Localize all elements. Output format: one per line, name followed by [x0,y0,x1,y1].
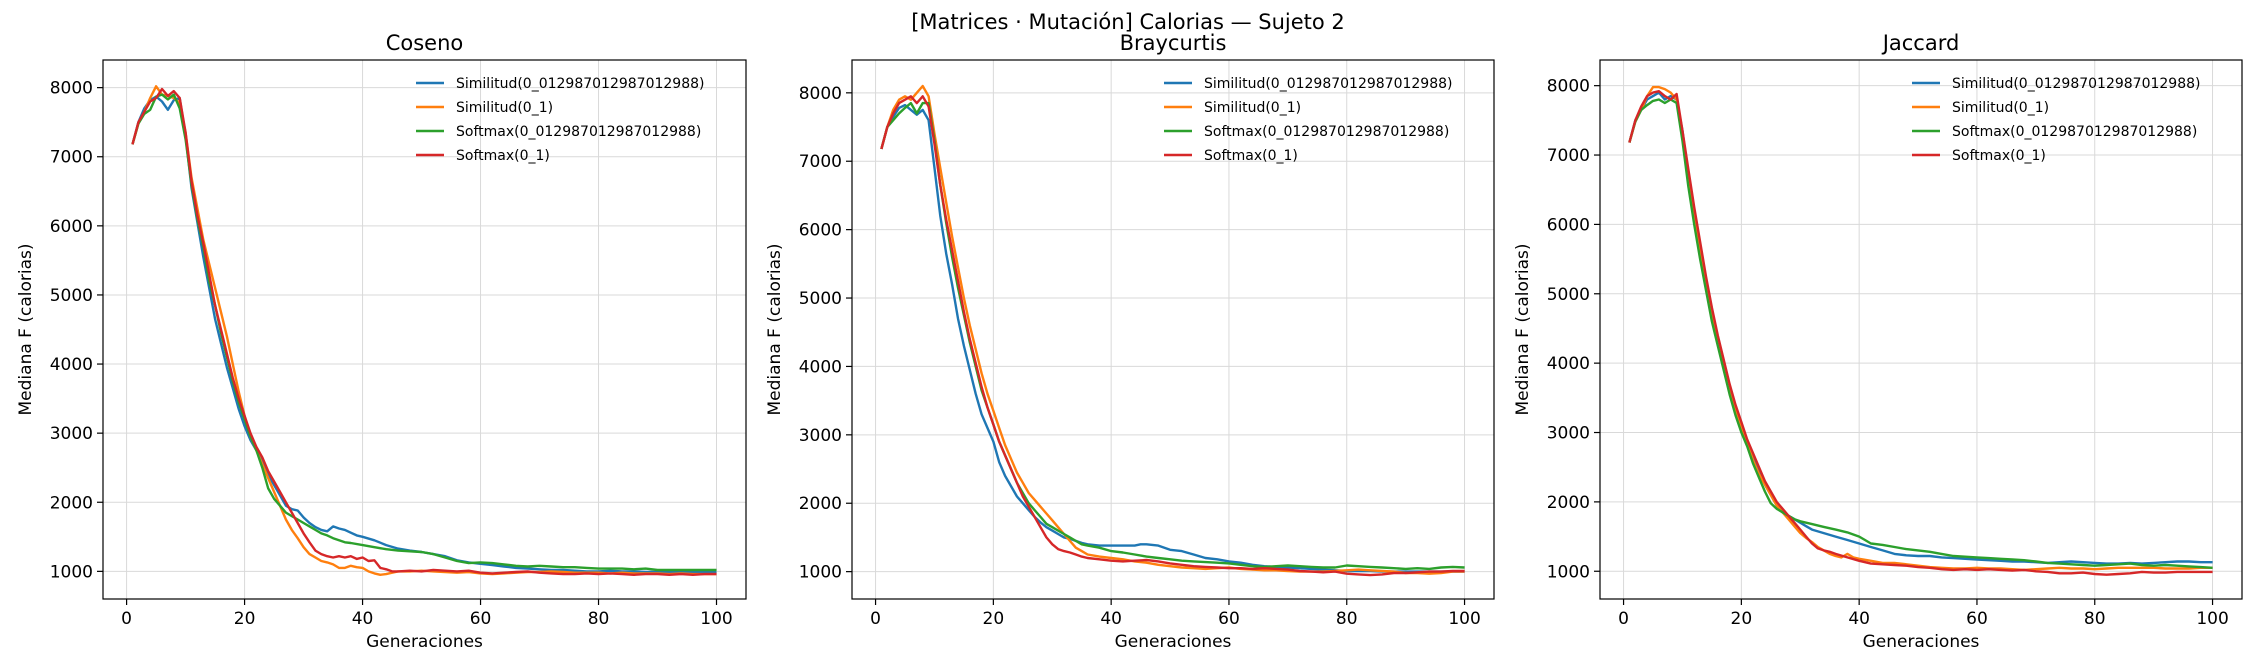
x-tick-label: 40 [1100,609,1122,629]
legend-label: Similitud(0_012987012987012988) [1952,76,2201,92]
y-tick-label: 4000 [1547,354,1590,374]
y-tick-label: 3000 [1547,424,1590,444]
y-tick-label: 2000 [50,493,93,513]
y-tick-label: 5000 [1547,285,1590,305]
x-tick-label: 0 [870,609,881,629]
plot-frame [1599,59,2243,600]
plot-frame [102,59,747,600]
x-tick-label: 60 [1218,609,1240,629]
x-tick-label: 20 [234,609,256,629]
figure-suptitle: [Matrices · Mutación] Calorias — Sujeto … [911,10,1345,34]
series-line-4 [1628,90,2213,576]
x-axis-label: Generaciones [1115,632,1232,652]
series-line-1 [131,95,717,574]
y-tick-label: 8000 [1547,77,1590,97]
legend-label: Similitud(0_012987012987012988) [1204,76,1453,92]
legend-label: Softmax(0_1) [456,148,550,164]
y-tick-label: 1000 [50,562,93,582]
y-tick-label: 3000 [50,424,93,444]
chart-panel-1: 0 20 40 60 80 100 1000 2000 3000 4000 5000 6000 7000… [16,31,747,652]
legend-label: Similitud(0_012987012987012988) [456,76,705,92]
x-tick-label: 20 [1731,609,1753,629]
x-tick-label: 0 [121,609,132,629]
x-tick-label: 100 [1448,609,1480,629]
legend-label: Similitud(0_1) [1204,100,1301,116]
y-tick-label: 8000 [50,79,93,99]
series-line-4 [880,95,1465,577]
y-tick-label: 7000 [1547,146,1590,166]
y-tick-label: 1000 [799,563,842,583]
x-axis-label: Generaciones [1863,632,1980,652]
x-tick-label: 80 [1336,609,1358,629]
legend-label: Similitud(0_1) [456,100,553,116]
y-tick-label: 2000 [1547,493,1590,513]
x-tick-label: 40 [352,609,374,629]
legend-label: Similitud(0_1) [1952,100,2049,116]
y-tick-label: 2000 [799,494,842,514]
legend-label: Softmax(0_012987012987012988) [456,124,701,140]
y-tick-label: 6000 [50,217,93,237]
plot-frame [851,59,1495,600]
y-tick-label: 5000 [50,286,93,306]
x-tick-label: 100 [2196,609,2228,629]
y-axis-label: Mediana F (calorias) [1513,244,1533,416]
x-tick-label: 40 [1848,609,1870,629]
chart-title: Braycurtis [1120,31,1227,55]
chart-panel-2: 0 20 40 60 80 100 1000 2000 3000 4000 5000 6000 7000… [765,31,1495,652]
y-tick-label: 7000 [50,148,93,168]
x-tick-label: 80 [588,609,610,629]
y-axis-label: Mediana F (calorias) [16,244,36,416]
x-tick-label: 0 [1618,609,1629,629]
y-tick-label: 8000 [799,84,842,104]
x-axis-label: Generaciones [366,632,483,652]
y-tick-label: 6000 [799,221,842,241]
chart-title: Coseno [386,31,464,55]
x-tick-label: 20 [983,609,1005,629]
series-line-4 [131,87,717,576]
y-tick-label: 6000 [1547,215,1590,235]
y-tick-label: 4000 [799,357,842,377]
x-tick-label: 100 [700,609,732,629]
legend-label: Softmax(0_1) [1204,148,1298,164]
x-tick-label: 80 [2084,609,2106,629]
legend-label: Softmax(0_1) [1952,148,2046,164]
legend-label: Softmax(0_012987012987012988) [1204,124,1449,140]
x-tick-label: 60 [1966,609,1988,629]
series-line-3 [131,93,717,572]
y-tick-label: 1000 [1547,562,1590,582]
y-tick-label: 4000 [50,355,93,375]
chart-panel-3: 0 20 40 60 80 100 1000 2000 3000 4000 5000 6000 7000… [1513,31,2243,652]
y-tick-label: 3000 [799,426,842,446]
y-axis-label: Mediana F (calorias) [765,244,785,416]
legend-label: Softmax(0_012987012987012988) [1952,124,2197,140]
chart-title: Jaccard [1881,31,1960,55]
y-tick-label: 7000 [799,152,842,172]
y-tick-label: 5000 [799,289,842,309]
series-line-3 [1628,98,2213,569]
x-tick-label: 60 [470,609,492,629]
